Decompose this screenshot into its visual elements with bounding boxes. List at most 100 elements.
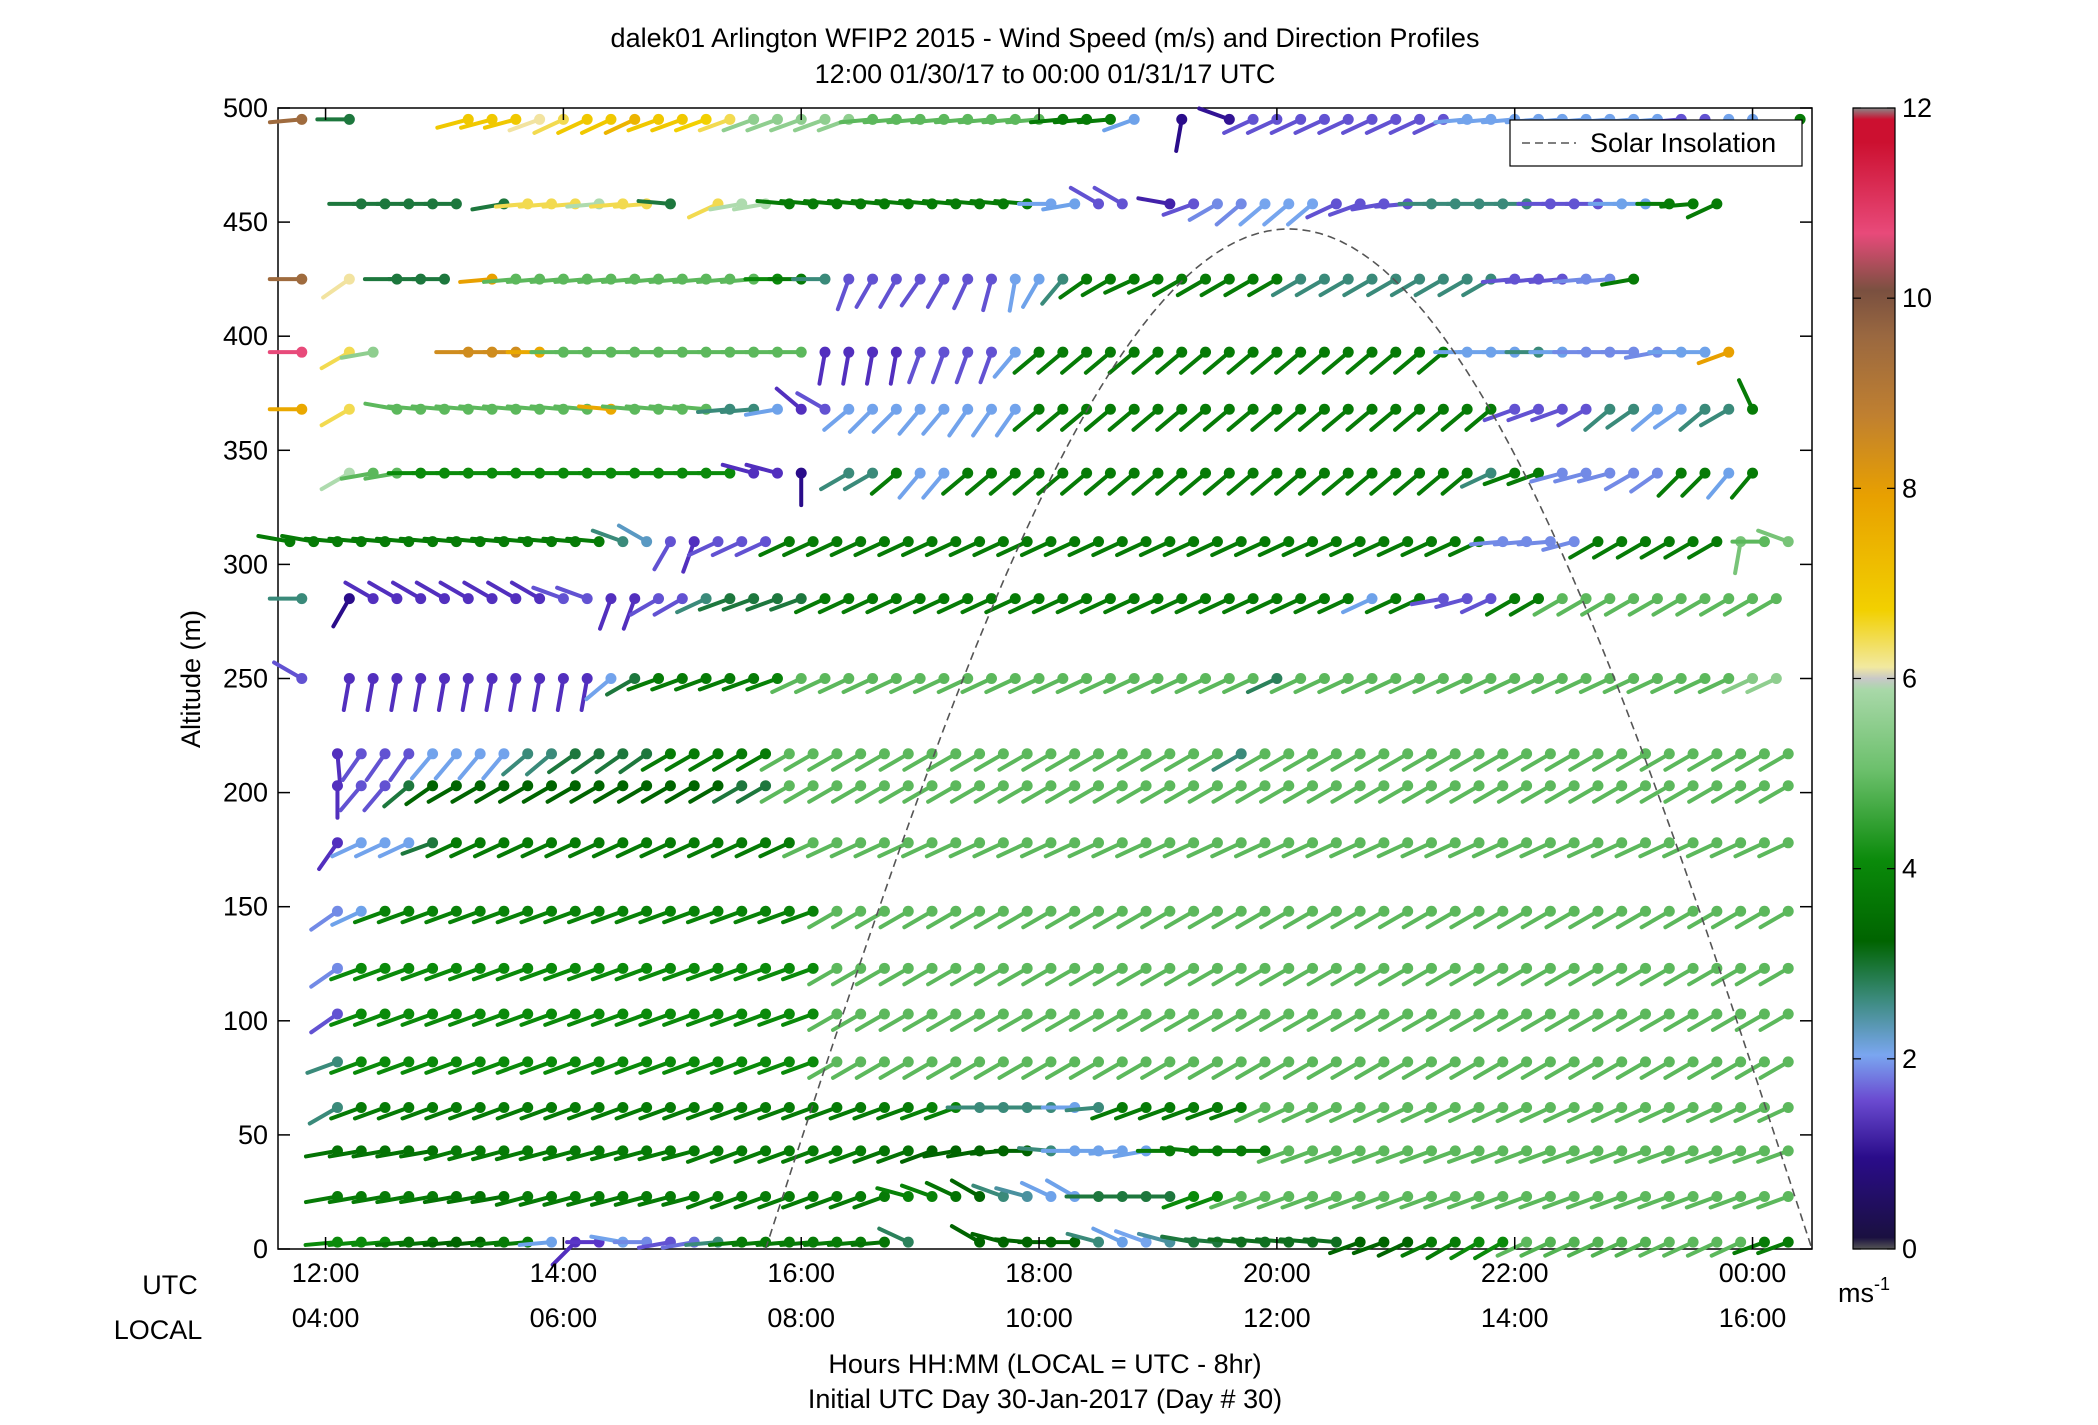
wind-barb <box>1321 346 1354 375</box>
wind-barb <box>404 780 439 807</box>
wind-barb <box>438 580 474 605</box>
wind-barb <box>930 346 950 385</box>
wind-barb <box>1756 1236 1794 1256</box>
wind-barb <box>1592 905 1628 930</box>
wind-barb <box>807 1008 843 1032</box>
wind-barb <box>674 673 712 692</box>
wind-barb <box>1680 467 1711 498</box>
wind-barb <box>1663 1008 1699 1032</box>
wind-barb <box>1708 1145 1747 1164</box>
wind-barb <box>949 905 986 930</box>
wind-barb <box>1697 673 1735 695</box>
wind-barb <box>1659 198 1699 210</box>
wind-barb <box>852 1145 890 1164</box>
wind-barb <box>854 273 879 309</box>
wind-barb <box>1187 905 1223 930</box>
wind-barb <box>1116 1056 1152 1080</box>
wind-barb <box>1376 837 1414 859</box>
wind-barb <box>1021 1056 1057 1080</box>
wind-barb <box>321 273 355 300</box>
wind-barb <box>1615 1008 1652 1032</box>
wind-barb <box>807 1056 843 1080</box>
wind-barb <box>807 962 843 987</box>
wind-barb <box>661 1145 700 1162</box>
wind-barb <box>472 837 510 859</box>
wind-barb <box>1532 593 1568 617</box>
wind-barb <box>543 1056 581 1075</box>
wind-barb <box>1235 962 1271 987</box>
wind-barb <box>1684 1145 1723 1164</box>
wind-barb <box>1590 1102 1628 1124</box>
wind-barb <box>471 905 510 925</box>
wind-barb <box>1531 673 1568 695</box>
wind-barb <box>1318 273 1354 298</box>
wind-barb <box>1345 346 1378 375</box>
utc-tick-label: 22:00 <box>1481 1258 1549 1288</box>
wind-barb <box>1092 905 1128 930</box>
wind-barb <box>758 837 795 859</box>
wind-barb <box>1401 1008 1437 1032</box>
wind-barb <box>307 1102 343 1126</box>
wind-barb <box>926 780 962 804</box>
wind-barb <box>1568 748 1604 772</box>
wind-barb <box>1187 1056 1223 1080</box>
wind-barb <box>1297 467 1330 496</box>
wind-barb <box>1687 1008 1723 1032</box>
wind-barb <box>888 346 902 386</box>
wind-barb <box>1293 593 1330 615</box>
colorbar-unit-exponent: -1 <box>1874 1274 1890 1294</box>
wind-barb <box>425 837 462 859</box>
wind-barb <box>805 837 843 859</box>
wind-barb <box>686 536 724 558</box>
wind-barb <box>1317 673 1354 695</box>
wind-barb <box>1507 673 1544 695</box>
wind-barb <box>972 837 1009 859</box>
wind-barb <box>662 1008 700 1027</box>
wind-barb <box>1440 467 1473 496</box>
local-tick-label: 16:00 <box>1719 1303 1787 1333</box>
wind-barb <box>459 113 498 130</box>
x-axis: 12:00 04:00 14:00 06:00 16:00 08:00 18:00 10:00… <box>292 108 1787 1333</box>
wind-barb <box>1369 403 1402 432</box>
wind-barb <box>1107 346 1140 375</box>
wind-barb <box>1627 593 1663 617</box>
wind-barb <box>661 1191 700 1207</box>
wind-barb <box>1732 1191 1770 1210</box>
wind-barb <box>1305 837 1342 859</box>
wind-barb <box>1126 673 1164 695</box>
wind-barb <box>924 536 962 558</box>
wind-barb <box>1152 273 1188 298</box>
wind-barb <box>804 1145 843 1164</box>
wind-barb <box>1544 1008 1580 1032</box>
wind-barb <box>1012 403 1045 432</box>
wind-barb <box>902 780 938 804</box>
wind-barb <box>591 837 629 859</box>
wind-barb <box>1226 467 1259 496</box>
wind-barb <box>605 673 641 697</box>
wind-barb <box>1425 962 1461 987</box>
wind-barb <box>495 1102 534 1121</box>
wind-barb <box>1080 273 1116 298</box>
wind-barb <box>1114 1102 1152 1121</box>
wind-barb <box>1211 748 1247 772</box>
wind-barb <box>471 1102 510 1121</box>
wind-barb <box>1544 905 1580 930</box>
wind-barb <box>1321 403 1354 432</box>
wind-barb <box>1116 962 1152 987</box>
colorbar-unit: ms <box>1838 1278 1874 1308</box>
wind-barb <box>926 962 962 987</box>
wind-barb <box>1425 1056 1461 1080</box>
wind-barb <box>1673 673 1711 695</box>
wind-barb <box>508 673 522 713</box>
wind-barb <box>878 1056 914 1080</box>
wind-barb <box>626 113 665 133</box>
wind-barb <box>352 962 391 982</box>
wind-barb <box>1757 1102 1794 1124</box>
wind-barb <box>936 593 974 615</box>
wind-barb <box>628 593 665 617</box>
wind-barb <box>745 673 783 692</box>
wind-barb <box>1007 273 1021 313</box>
wind-barb <box>758 536 795 558</box>
wind-barb <box>878 273 902 309</box>
wind-barb <box>695 467 736 479</box>
